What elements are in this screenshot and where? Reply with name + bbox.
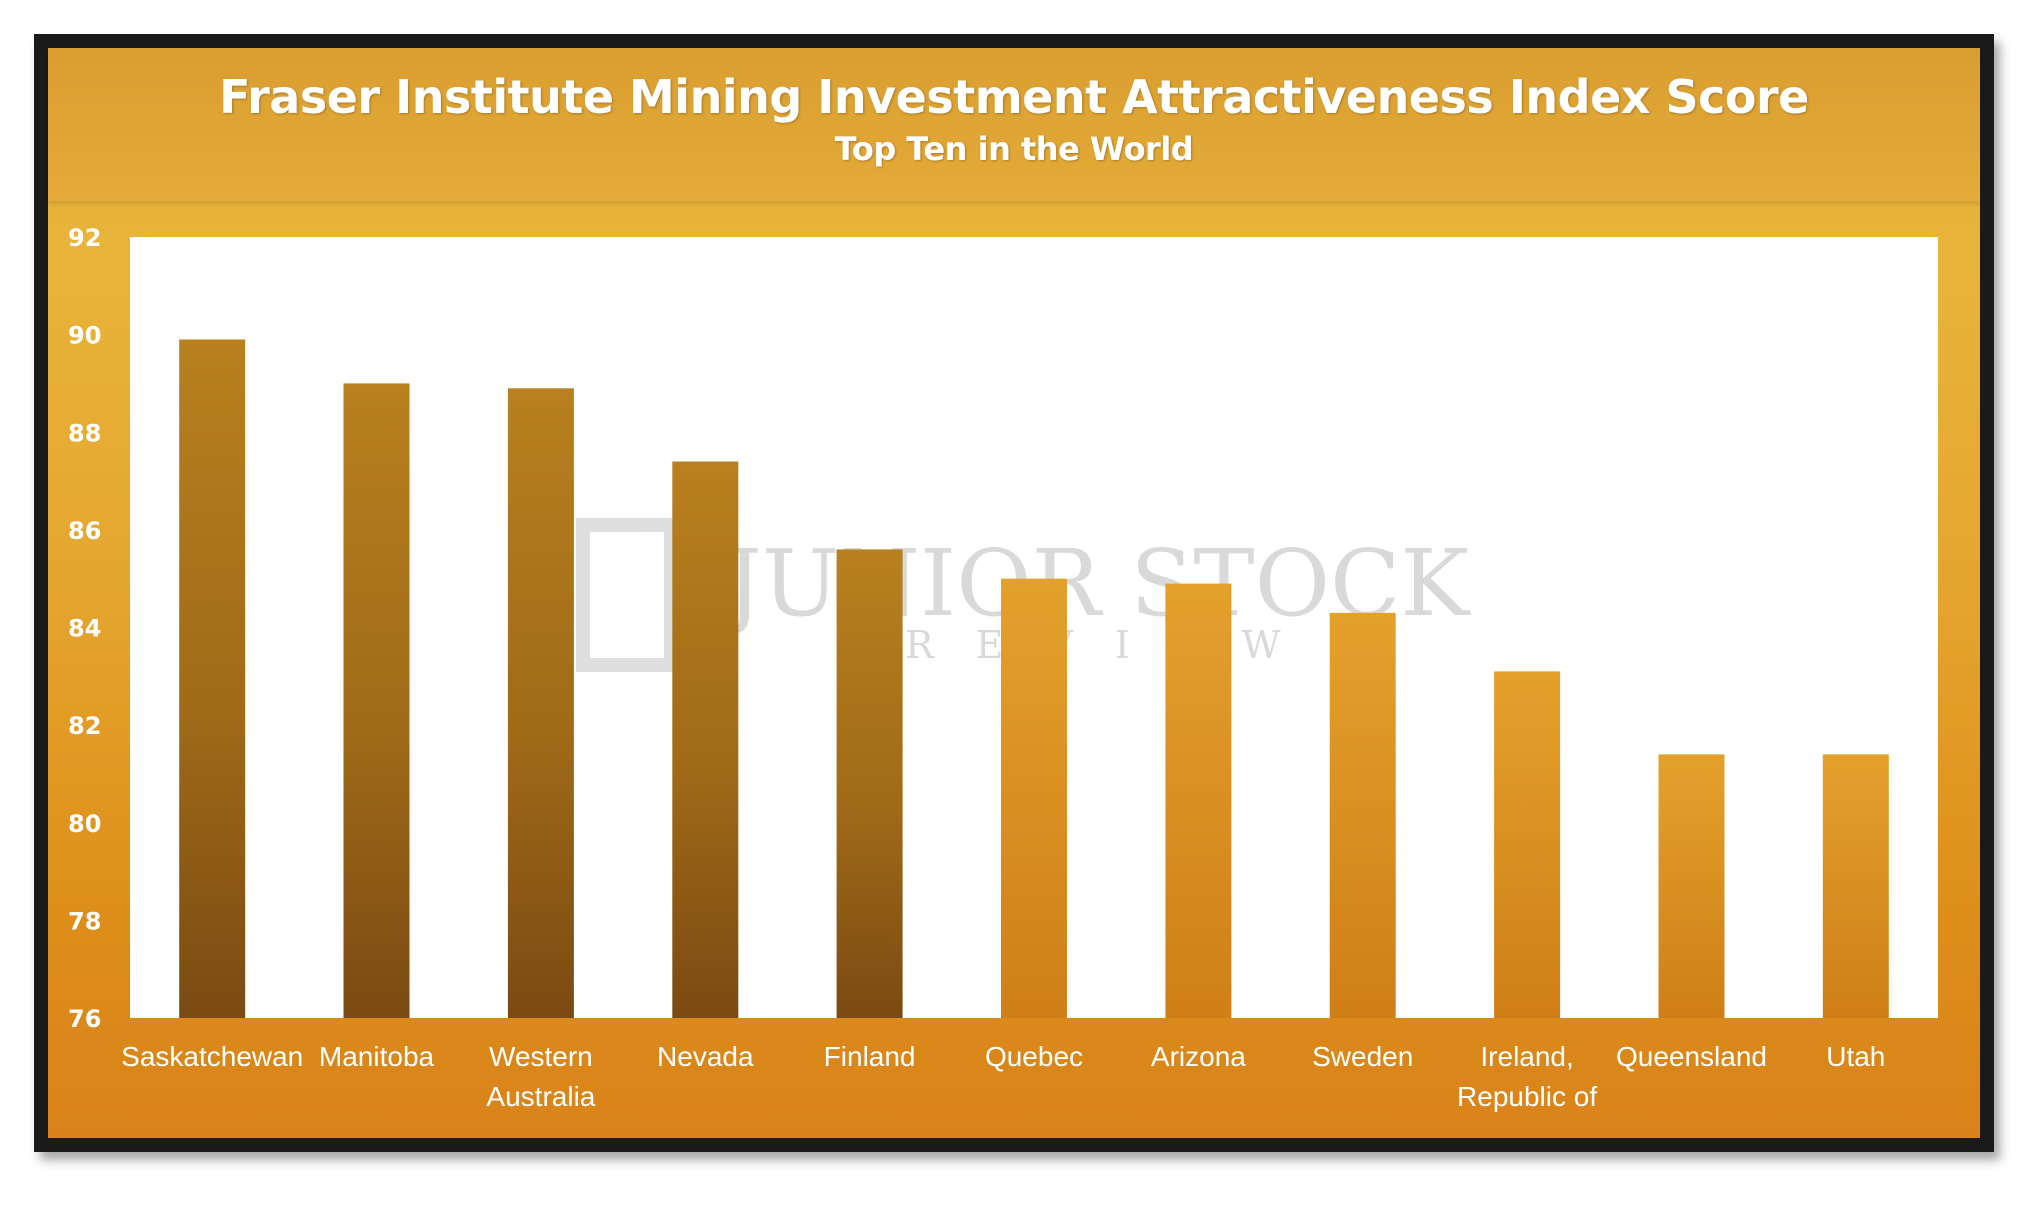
y-tick-label: 90 [68, 322, 101, 350]
bar-western-australia [507, 388, 574, 1018]
y-tick-label: 84 [68, 615, 101, 643]
bar-utah [1822, 754, 1889, 1018]
bar-quebec [1001, 578, 1067, 1018]
bar-arizona [1165, 583, 1232, 1018]
chart-subtitle: Top Ten in the World [834, 130, 1194, 168]
bar-manitoba [343, 383, 410, 1018]
x-tick-label: Utah [1826, 1041, 1885, 1072]
bar-saskatchewan [179, 339, 246, 1018]
y-axis-ticks: 76 78 80 82 84 86 88 90 92 [68, 224, 101, 1033]
bar-nevada [672, 461, 739, 1018]
header-band [48, 48, 1980, 201]
x-tick-label: Queensland [1616, 1041, 1767, 1072]
x-tick-label: Ireland, Republic of [1457, 1041, 1597, 1112]
bars [179, 339, 1889, 1018]
watermark-sub: REVIEW [905, 623, 1323, 667]
watermark-frame-icon [576, 518, 678, 672]
y-tick-label: 86 [68, 517, 101, 545]
y-tick-label: 76 [68, 1005, 101, 1033]
y-tick-label: 80 [68, 810, 101, 838]
y-tick-label: 92 [68, 224, 101, 252]
x-tick-label: Finland [824, 1041, 916, 1072]
x-axis-ticks: Saskatchewan Manitoba Western Australia Neva… [121, 1041, 1885, 1112]
x-tick-label: Western Australia [486, 1041, 595, 1112]
x-tick-label: Saskatchewan [121, 1041, 303, 1072]
x-tick-label: Nevada [657, 1041, 754, 1072]
bar-sweden [1329, 612, 1396, 1018]
bar-finland [836, 549, 903, 1018]
y-tick-label: 88 [68, 419, 101, 447]
bar-ireland-republic-of [1494, 671, 1561, 1018]
y-tick-label: 82 [68, 712, 101, 740]
y-tick-label: 78 [68, 907, 101, 935]
bar-queensland [1658, 754, 1725, 1018]
x-tick-label: Sweden [1312, 1041, 1413, 1072]
x-tick-label: Manitoba [319, 1041, 435, 1072]
x-tick-label: Arizona [1151, 1041, 1246, 1072]
x-tick-label: Quebec [985, 1041, 1083, 1072]
chart-title: Fraser Institute Mining Investment Attra… [219, 70, 1809, 124]
